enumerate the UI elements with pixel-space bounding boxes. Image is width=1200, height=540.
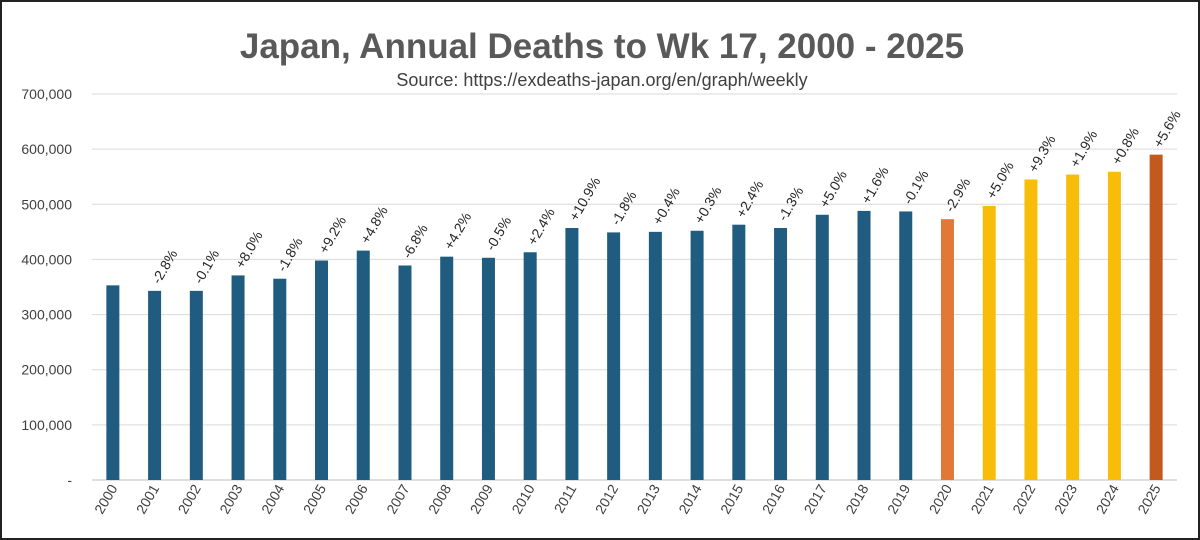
- y-tick-label: 600,000: [21, 141, 72, 157]
- x-tick-label: 2000: [91, 481, 121, 516]
- x-tick-label: 2005: [300, 481, 330, 516]
- data-label-2008: +4.2%: [440, 209, 474, 252]
- bar-2019: [899, 211, 913, 480]
- x-tick-label: 2012: [592, 481, 622, 516]
- x-tick-label: 2017: [800, 481, 830, 516]
- bar-2009: [481, 257, 495, 480]
- data-label-2013: +0.4%: [649, 185, 683, 228]
- x-tick-label: 2015: [717, 481, 747, 516]
- data-label-2007: -6.8%: [399, 221, 431, 261]
- y-tick-label: 500,000: [21, 196, 72, 212]
- bar-2024: [1107, 171, 1121, 480]
- data-label-2020: -2.9%: [941, 175, 973, 215]
- x-tick-label: 2010: [508, 481, 538, 516]
- x-tick-label: 2021: [967, 481, 997, 516]
- data-label-2016: -1.3%: [774, 184, 806, 224]
- x-tick-label: 2004: [258, 481, 288, 516]
- data-label-2002: -0.1%: [190, 247, 222, 287]
- x-axis-ticks: 2000 2001 2002 2003 2004 2005 2006 2007 2008 2009…: [91, 481, 1164, 516]
- x-tick-label: 2018: [842, 481, 872, 516]
- data-label-2022: +9.3%: [1025, 132, 1059, 175]
- bar-2000: [106, 285, 120, 480]
- data-label-2018: +1.6%: [858, 164, 892, 207]
- bar-2015: [732, 224, 746, 480]
- x-tick-label: 2023: [1051, 481, 1081, 516]
- data-label-2015: +2.4%: [733, 177, 767, 220]
- bar-2020: [940, 219, 954, 480]
- bar-2013: [648, 231, 662, 480]
- x-tick-label: 2008: [425, 481, 455, 516]
- data-label-2010: +2.4%: [524, 205, 558, 248]
- bar-2003: [231, 275, 245, 480]
- bar-2025: [1149, 154, 1163, 480]
- bar-2008: [440, 256, 454, 480]
- data-label-2001: -2.8%: [148, 247, 180, 287]
- x-tick-label: 2003: [216, 481, 246, 516]
- bar-2002: [189, 290, 203, 480]
- data-label-2024: +0.8%: [1108, 125, 1142, 168]
- x-tick-label: 2006: [341, 481, 371, 516]
- y-axis-ticks: - 100,000 200,000 300,000 400,000 500,000 600,…: [21, 86, 72, 488]
- x-tick-label: 2002: [174, 481, 204, 516]
- bar-2021: [982, 205, 996, 480]
- y-tick-label: 200,000: [21, 362, 72, 378]
- bar-2023: [1066, 174, 1080, 480]
- data-label-2019: -0.1%: [899, 167, 931, 207]
- bar-2017: [815, 214, 829, 480]
- x-tick-label: 2022: [1009, 481, 1039, 516]
- data-label-2011: +10.9%: [566, 174, 604, 223]
- bar-2022: [1024, 179, 1038, 480]
- data-label-2009: -0.5%: [482, 214, 514, 254]
- bar-2018: [857, 210, 871, 480]
- chart-subtitle: Source: https://exdeaths-japan.org/en/gr…: [396, 70, 807, 90]
- bar-2004: [273, 278, 287, 480]
- gridlines: [92, 93, 1177, 481]
- bar-2016: [774, 227, 788, 480]
- bar-2010: [523, 252, 537, 480]
- x-tick-label: 2025: [1134, 481, 1164, 516]
- data-label-2005: +9.2%: [315, 213, 349, 256]
- y-tick-label: -: [67, 472, 72, 488]
- x-tick-label: 2024: [1093, 481, 1123, 516]
- data-label-2012: -1.8%: [607, 188, 639, 228]
- x-tick-label: 2019: [884, 481, 914, 516]
- x-tick-label: 2020: [926, 481, 956, 516]
- bar-2011: [565, 227, 579, 480]
- x-tick-label: 2007: [383, 481, 413, 516]
- data-label-2014: +0.3%: [691, 184, 725, 227]
- bar-2007: [398, 265, 412, 480]
- x-tick-label: 2016: [759, 481, 789, 516]
- data-label-2025: +5.6%: [1150, 107, 1184, 150]
- x-tick-label: 2013: [634, 481, 664, 516]
- data-label-2003: +8.0%: [232, 228, 266, 271]
- bar-2014: [690, 230, 704, 480]
- data-label-2006: +4.8%: [357, 203, 391, 246]
- x-tick-label: 2001: [133, 481, 163, 516]
- x-tick-label: 2011: [551, 481, 580, 515]
- y-tick-label: 700,000: [21, 86, 72, 102]
- bar-2006: [356, 250, 370, 480]
- data-label-2004: -1.8%: [274, 235, 306, 275]
- data-label-2021: +5.0%: [983, 159, 1017, 202]
- bar-2005: [315, 260, 329, 480]
- y-tick-label: 400,000: [21, 251, 72, 267]
- bar-2012: [607, 232, 621, 480]
- x-tick-label: 2009: [467, 481, 497, 516]
- y-tick-label: 300,000: [21, 307, 72, 323]
- chart-title: Japan, Annual Deaths to Wk 17, 2000 - 20…: [240, 27, 964, 66]
- y-tick-label: 100,000: [21, 417, 72, 433]
- x-tick-label: 2014: [675, 481, 705, 516]
- bar-2001: [148, 290, 162, 480]
- bars: [106, 154, 1163, 480]
